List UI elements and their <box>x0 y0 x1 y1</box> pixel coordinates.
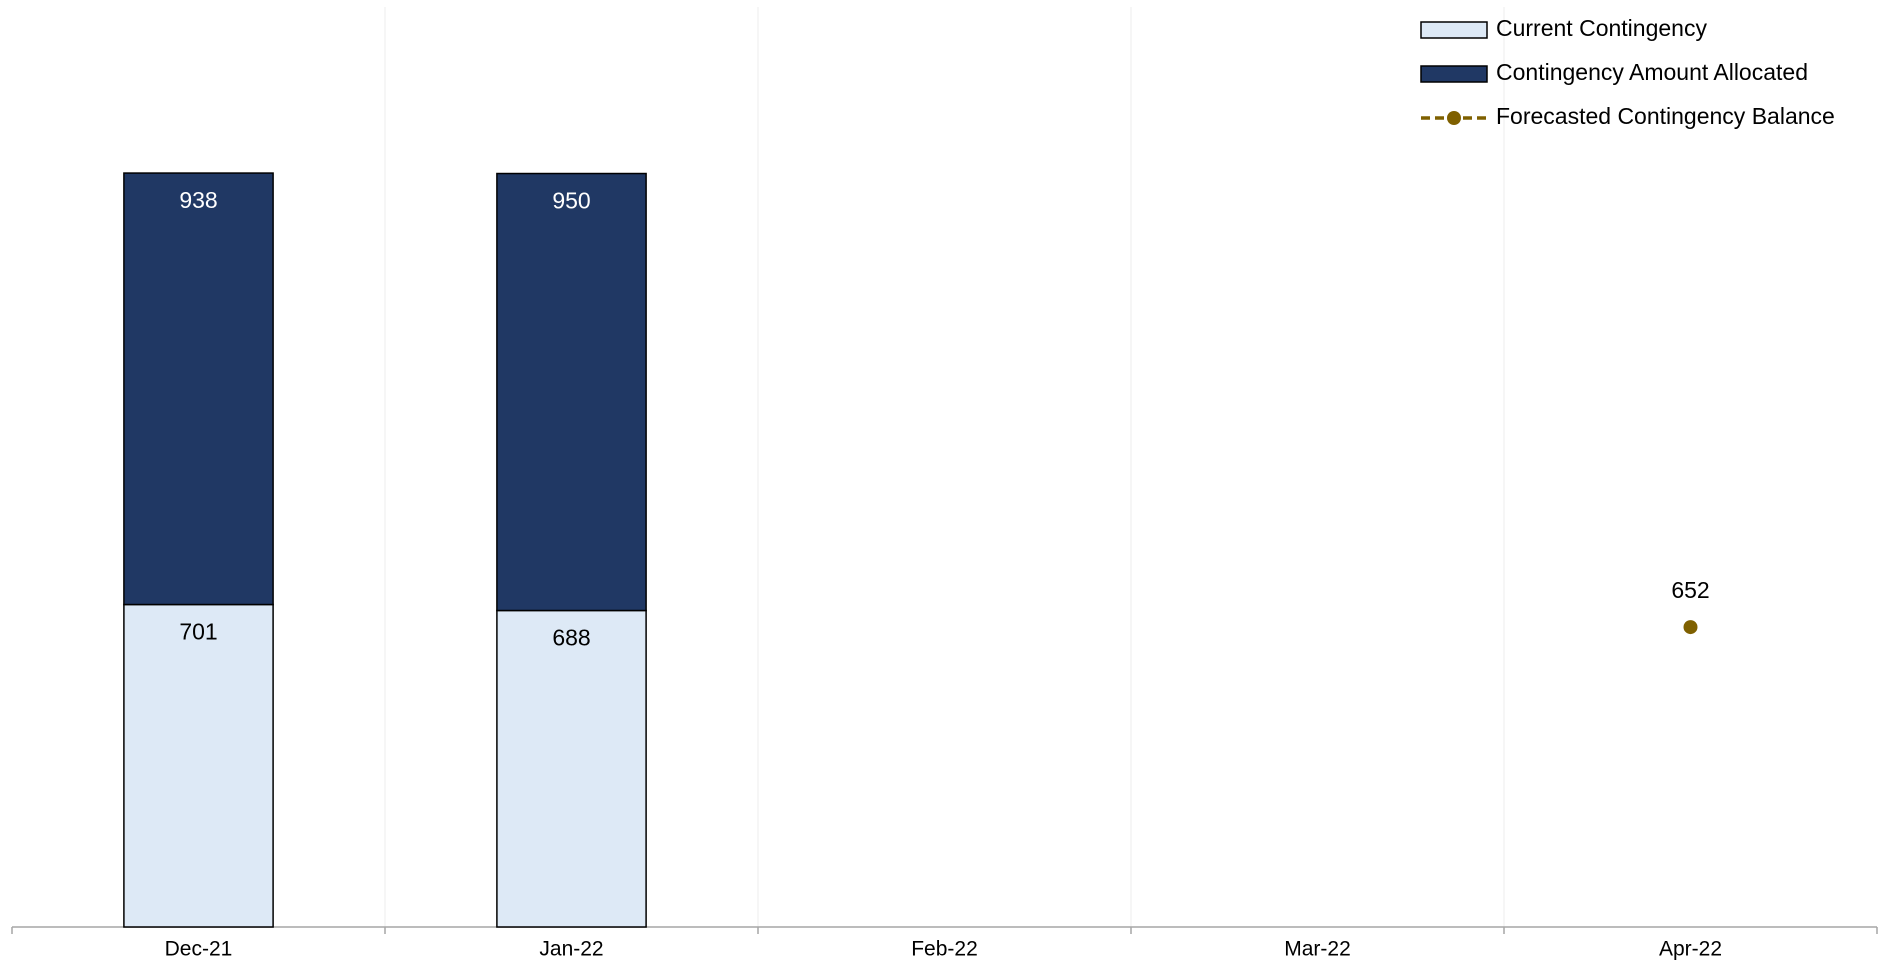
x-tick-label: Dec-21 <box>165 938 233 961</box>
x-tick-label: Jan-22 <box>539 938 603 961</box>
legend-swatch <box>1420 65 1488 83</box>
x-tick-label: Apr-22 <box>1659 938 1722 961</box>
legend-label: Current Contingency <box>1496 15 1707 41</box>
legend-label: Forecasted Contingency Balance <box>1496 103 1835 129</box>
x-tick-label: Mar-22 <box>1284 938 1351 961</box>
data-label: 938 <box>179 187 217 213</box>
line-marker <box>1683 620 1698 635</box>
x-tick-label: Feb-22 <box>911 938 978 961</box>
data-label: 688 <box>552 625 590 651</box>
data-label: 652 <box>1671 577 1709 603</box>
legend-label: Contingency Amount Allocated <box>1496 59 1808 85</box>
bar <box>123 603 274 928</box>
bar <box>496 172 647 612</box>
data-label: 701 <box>179 619 217 645</box>
bar <box>496 609 647 928</box>
legend-swatch <box>1420 21 1488 39</box>
legend-swatch <box>1447 111 1461 125</box>
data-label: 950 <box>552 188 590 214</box>
bar <box>123 172 274 606</box>
